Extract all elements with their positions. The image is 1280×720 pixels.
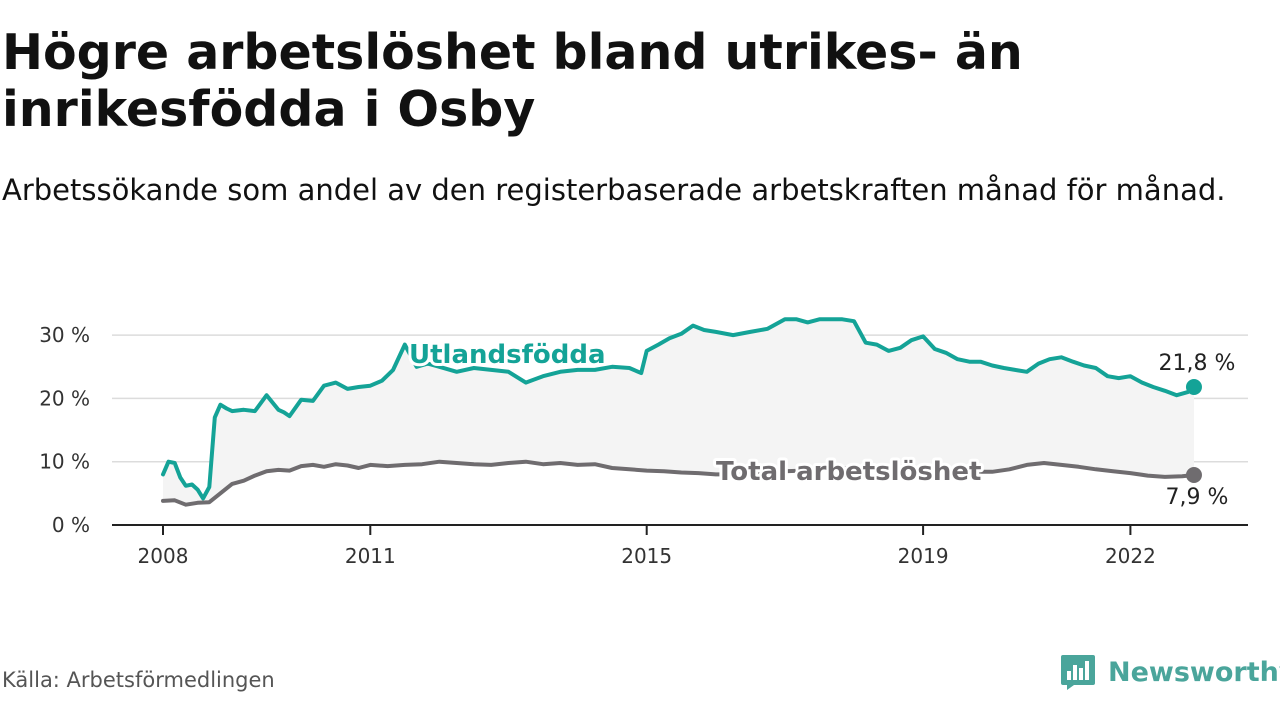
x-tick-label: 2022 xyxy=(1105,544,1156,568)
y-tick-label: 30 % xyxy=(39,323,90,347)
end-point-utlandsfodda xyxy=(1185,379,1202,396)
y-axis-ticks: 0 % 10 % 20 % 30 % xyxy=(39,323,90,537)
source-note: Källa: Arbetsförmedlingen xyxy=(2,668,275,692)
end-value-total-arbetsloshet: 7,9 % xyxy=(1166,485,1229,510)
series-label-total-arbetsloshet: Total arbetslöshet xyxy=(716,457,981,487)
x-tick-label: 2008 xyxy=(138,544,189,568)
end-point-total-arbetsloshet xyxy=(1185,466,1202,483)
series-label-utlandsfodda: Utlandsfödda xyxy=(409,340,606,370)
end-value-utlandsfodda: 21,8 % xyxy=(1159,351,1236,376)
difference-band xyxy=(163,319,1194,505)
y-tick-label: 0 % xyxy=(52,513,90,537)
x-tick-label: 2019 xyxy=(898,544,949,568)
line-chart: 2008 2011 2015 2019 2022 0 % 10 % 20 % 30 % Utl… xyxy=(39,317,1248,568)
chart-title: Högre arbetslöshet bland utrikes- än inr… xyxy=(2,24,1023,138)
series-line-utlandsfodda xyxy=(161,317,1196,501)
brand-name: Newsworthy xyxy=(1108,656,1280,688)
y-tick-label: 20 % xyxy=(39,386,90,410)
x-tick-label: 2015 xyxy=(621,544,672,568)
chart-subtitle: Arbetssökande som andel av den registerb… xyxy=(2,173,1226,207)
x-axis-ticks: 2008 2011 2015 2019 2022 xyxy=(138,525,1156,568)
brand-logo: Newsworthy xyxy=(1060,652,1280,692)
y-tick-label: 10 % xyxy=(39,450,90,474)
x-tick-label: 2011 xyxy=(345,544,396,568)
newsworthy-logo-icon xyxy=(1061,655,1095,690)
series-line-total-arbetsloshet xyxy=(161,459,1196,507)
